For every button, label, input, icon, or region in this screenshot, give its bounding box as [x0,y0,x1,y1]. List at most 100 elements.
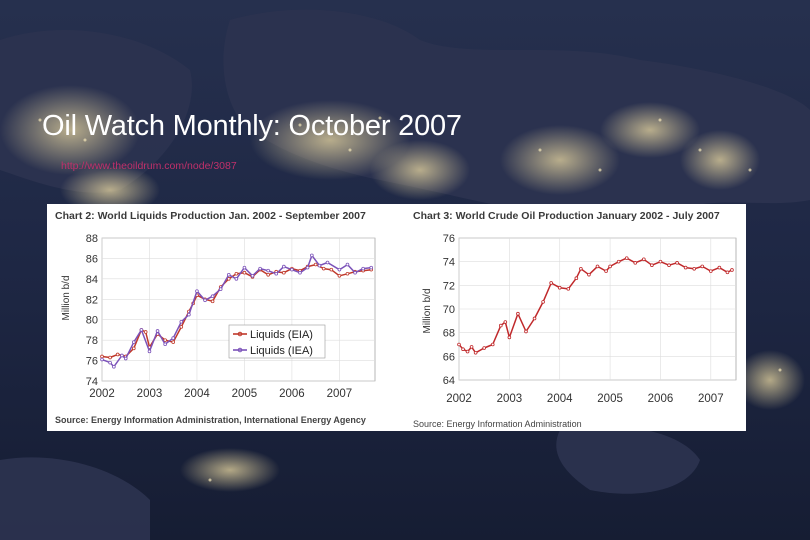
c3-data-point [616,259,621,264]
chart2-series [100,253,374,369]
c2-data-point [132,340,136,344]
c2-data-point [123,356,128,361]
chart2-legend: Liquids (EIA) Liquids (IEA) [228,324,326,359]
c2-data-point [305,265,310,270]
world-crude-chart: Chart 3: World Crude Oil Production Janu… [413,210,737,429]
c2-x-tick-label: 2003 [137,388,163,400]
c3-data-point [516,311,520,316]
c2-data-point [179,319,184,324]
c2-data-point [218,287,223,291]
charts-panel: Chart 2: World Liquids Production Jan. 2… [47,204,746,431]
c3-data-point [541,300,545,304]
c2-data-point [155,329,160,333]
c3-data-point [717,265,722,270]
c3-data-point [566,287,571,291]
chart3-y-tick-labels: 76 74 72 70 68 66 64 [443,233,455,387]
c2-data-point [112,364,116,369]
c3-data-point [730,268,734,272]
c3-data-point [524,329,528,334]
world-liquids-chart: Chart 2: World Liquids Production Jan. 2… [55,210,376,425]
c2-data-point [317,263,322,268]
chart3-source: Source: Energy Information Administratio… [413,419,582,429]
c2-data-point [310,253,314,258]
c3-data-point [604,269,608,273]
c2-data-point [353,270,357,275]
c2-y-tick-label: 80 [86,315,98,327]
c3-data-point [725,270,730,275]
c2-data-point [203,298,207,303]
c3-data-point [457,342,461,347]
c3-data-point [595,264,600,269]
c3-x-tick-label: 2005 [597,393,623,405]
c3-data-point [608,264,612,269]
c3-data-point [507,335,512,340]
c2-data-point [345,262,350,267]
c2-data-point [234,271,239,276]
c2-data-point [108,355,112,360]
c2-data-point [282,270,286,275]
slide-title: Oil Watch Monthly: October 2007 [42,110,462,142]
c3-y-tick-label: 70 [443,304,455,316]
c3-data-point [579,266,583,271]
c2-data-point [282,264,286,269]
c3-y-tick-label: 64 [443,375,455,387]
c2-data-point [234,277,239,281]
c3-data-point [658,259,663,264]
c3-data-point [675,261,679,265]
c2-data-point [108,360,112,365]
c2-data-point [313,262,318,267]
c2-y-tick-label: 78 [86,335,98,347]
c2-y-tick-label: 82 [86,294,98,306]
c2-data-point [290,267,294,272]
chart2-ylabel: Million b/d [61,275,72,320]
c2-data-point [210,294,215,299]
c2-x-tick-label: 2002 [89,388,115,400]
c3-data-point [532,316,537,321]
c2-data-point [266,272,270,277]
chart3-gridlines [458,237,736,381]
c3-data-point [587,272,591,277]
c3-data-point [683,265,688,270]
c3-x-tick-label: 2002 [446,393,472,405]
c3-y-tick-label: 74 [443,257,455,269]
c3-y-tick-label: 66 [443,351,455,363]
c3-data-point [473,350,478,355]
chart2-plot-area [101,237,376,382]
c3-y-tick-label: 76 [443,233,455,245]
c2-data-point [115,352,120,357]
c2-data-point [143,330,148,334]
c2-data-point [226,272,231,277]
legend-iea-label: Liquids (IEA) [250,345,313,357]
c3-x-tick-label: 2007 [698,393,724,405]
c2-data-point [226,277,231,281]
c2-data-point [139,328,144,332]
c3-data-point [633,261,638,265]
c2-data-point [187,312,191,317]
c3-data-point [650,263,654,268]
c2-data-point [100,357,104,362]
c3-x-tick-label: 2004 [547,393,573,405]
c2-x-tick-label: 2007 [327,388,353,400]
c3-data-point [709,269,713,273]
c2-data-point [321,266,326,271]
source-link[interactable]: http://www.theoildrum.com/node/3087 [61,160,237,172]
c3-data-point [469,345,474,349]
c2-data-point [361,266,365,271]
c2-data-point [171,336,176,340]
c2-x-tick-label: 2005 [232,388,258,400]
chart2-x-tick-labels: 2002 2003 2004 2005 2006 2007 [89,388,352,400]
c2-x-tick-label: 2006 [279,388,305,400]
c2-data-point [345,271,350,276]
c3-data-point [461,347,465,352]
legend-iea-marker [237,347,243,353]
c2-y-tick-label: 86 [86,253,98,265]
chart3-x-tick-labels: 2002 2003 2004 2005 2006 2007 [446,393,723,405]
c2-data-point [329,267,334,272]
c3-data-point [557,285,562,290]
c2-y-tick-label: 88 [86,233,98,245]
legend-eia-marker [237,331,243,337]
c2-data-point [242,265,247,270]
c2-data-point [258,266,262,271]
c2-data-point [163,342,167,347]
chart3-series [457,256,734,355]
